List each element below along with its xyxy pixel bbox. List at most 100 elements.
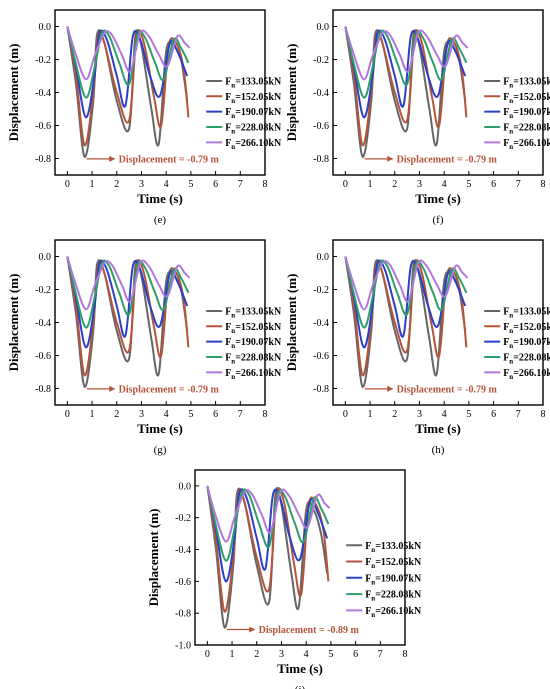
legend-label: Fn=190.07kN [503,107,550,120]
legend-label: Fn=228.08kN [225,122,282,135]
series-line [344,256,468,329]
x-axis-title: Time (s) [277,661,323,676]
x-tick-label: 0 [65,409,70,420]
x-tick-label: 4 [442,179,447,190]
legend-label: Fn=228.08kN [503,122,550,135]
chart-panel: 0 1 2 3 4 5 6 7 8 0.0 -0.2 -0.4 -0.6 -0.8 -1.0 Time (s)… [146,469,422,689]
series-line [206,485,330,613]
series-line [66,256,190,377]
x-tick-label: 6 [213,409,218,420]
y-tick-label: -0.6 [35,121,51,132]
y-tick-label: -0.8 [313,154,329,165]
x-tick-label: 8 [403,649,408,660]
y-tick-label: -0.6 [175,577,191,588]
annotation-text: Displacement = -0.79 m [119,384,220,395]
x-tick-label: 2 [114,179,119,190]
annotation-text: Displacement = -0.79 m [119,154,220,165]
x-tick-label: 4 [164,179,169,190]
y-tick-label: -0.2 [175,513,191,524]
x-tick-label: 5 [466,179,471,190]
y-tick-label: -0.2 [35,285,51,296]
x-tick-label: 1 [368,179,373,190]
y-tick-label: 0.0 [179,481,192,492]
series-line [66,26,189,119]
series-line [344,256,468,377]
annotation-text: Displacement = -0.79 m [397,384,498,395]
x-tick-label: 1 [368,409,373,420]
x-tick-label: 0 [205,649,210,660]
legend-label: Fn=152.05kN [225,322,282,335]
series-line [66,26,190,147]
series-line [206,485,331,543]
series-line [66,26,190,99]
y-tick-label: -0.4 [35,88,51,99]
x-tick-label: 7 [516,409,521,420]
chart-panel: 0 1 2 3 4 5 6 7 8 0.0 -0.2 -0.4 -0.6 -0.8 Time (s) Disp… [6,9,282,226]
x-tick-label: 4 [304,649,309,660]
x-tick-label: 7 [238,179,243,190]
legend-label: Fn=152.05kN [503,322,550,335]
series-line [66,256,190,329]
x-tick-label: 3 [139,409,144,420]
series-line [344,256,469,311]
x-tick-label: 7 [516,179,521,190]
x-tick-label: 5 [466,409,471,420]
x-tick-label: 2 [392,409,397,420]
y-tick-label: -0.4 [313,318,329,329]
legend-label: Fn=266.10kN [503,368,550,381]
x-axis-title: Time (s) [137,421,183,436]
x-tick-label: 5 [328,649,333,660]
x-tick-label: 8 [541,409,546,420]
x-tick-label: 5 [188,409,193,420]
y-tick-label: -0.4 [175,545,191,556]
series-line [344,26,468,99]
x-tick-label: 1 [90,409,95,420]
panel-label: (h) [432,444,445,456]
panel-label: (g) [154,444,167,456]
series-line [344,26,468,147]
legend-label: Fn=133.05kN [365,541,422,554]
y-tick-label: -0.6 [35,351,51,362]
y-tick-label: -0.8 [35,154,51,165]
y-tick-label: -0.2 [35,55,51,66]
x-tick-label: 3 [417,179,422,190]
y-tick-label: -0.2 [313,55,329,66]
y-axis-title: Displacement (m) [284,44,299,142]
legend-label: Fn=266.10kN [225,368,282,381]
y-axis-title: Displacement (m) [284,274,299,372]
y-axis-title: Displacement (m) [146,509,161,607]
y-tick-label: -0.6 [313,351,329,362]
legend-label: Fn=152.05kN [503,92,550,105]
x-axis-title: Time (s) [415,191,461,206]
legend-label: Fn=190.07kN [225,337,282,350]
y-tick-label: -0.8 [313,384,329,395]
y-axis-title: Displacement (m) [6,274,21,372]
panel-label: (e) [154,214,167,226]
legend-label: Fn=266.10kN [503,138,550,151]
panel-label: (i) [295,684,306,689]
legend-label: Fn=133.05kN [503,306,550,319]
y-tick-label: 0.0 [39,22,52,33]
legend-label: Fn=190.07kN [503,337,550,350]
y-tick-label: -0.8 [35,384,51,395]
x-tick-label: 0 [343,409,348,420]
plot-frame [194,469,406,646]
y-tick-label: -1.0 [175,641,191,652]
x-axis-title: Time (s) [137,191,183,206]
y-axis-title: Displacement (m) [6,44,21,142]
series-line [66,26,191,81]
x-tick-label: 4 [164,409,169,420]
x-tick-label: 2 [392,179,397,190]
x-tick-label: 0 [65,179,70,190]
legend-label: Fn=228.08kN [225,352,282,365]
x-tick-label: 6 [353,649,358,660]
series-line [206,485,329,583]
chart-panel: 0 1 2 3 4 5 6 7 8 0.0 -0.2 -0.4 -0.6 -0.8 Time (s) Disp… [284,239,550,456]
x-tick-label: 8 [541,179,546,190]
legend-label: Fn=133.05kN [225,306,282,319]
y-tick-label: -0.4 [35,318,51,329]
legend-label: Fn=266.10kN [225,138,282,151]
x-tick-label: 3 [139,179,144,190]
x-tick-label: 5 [188,179,193,190]
